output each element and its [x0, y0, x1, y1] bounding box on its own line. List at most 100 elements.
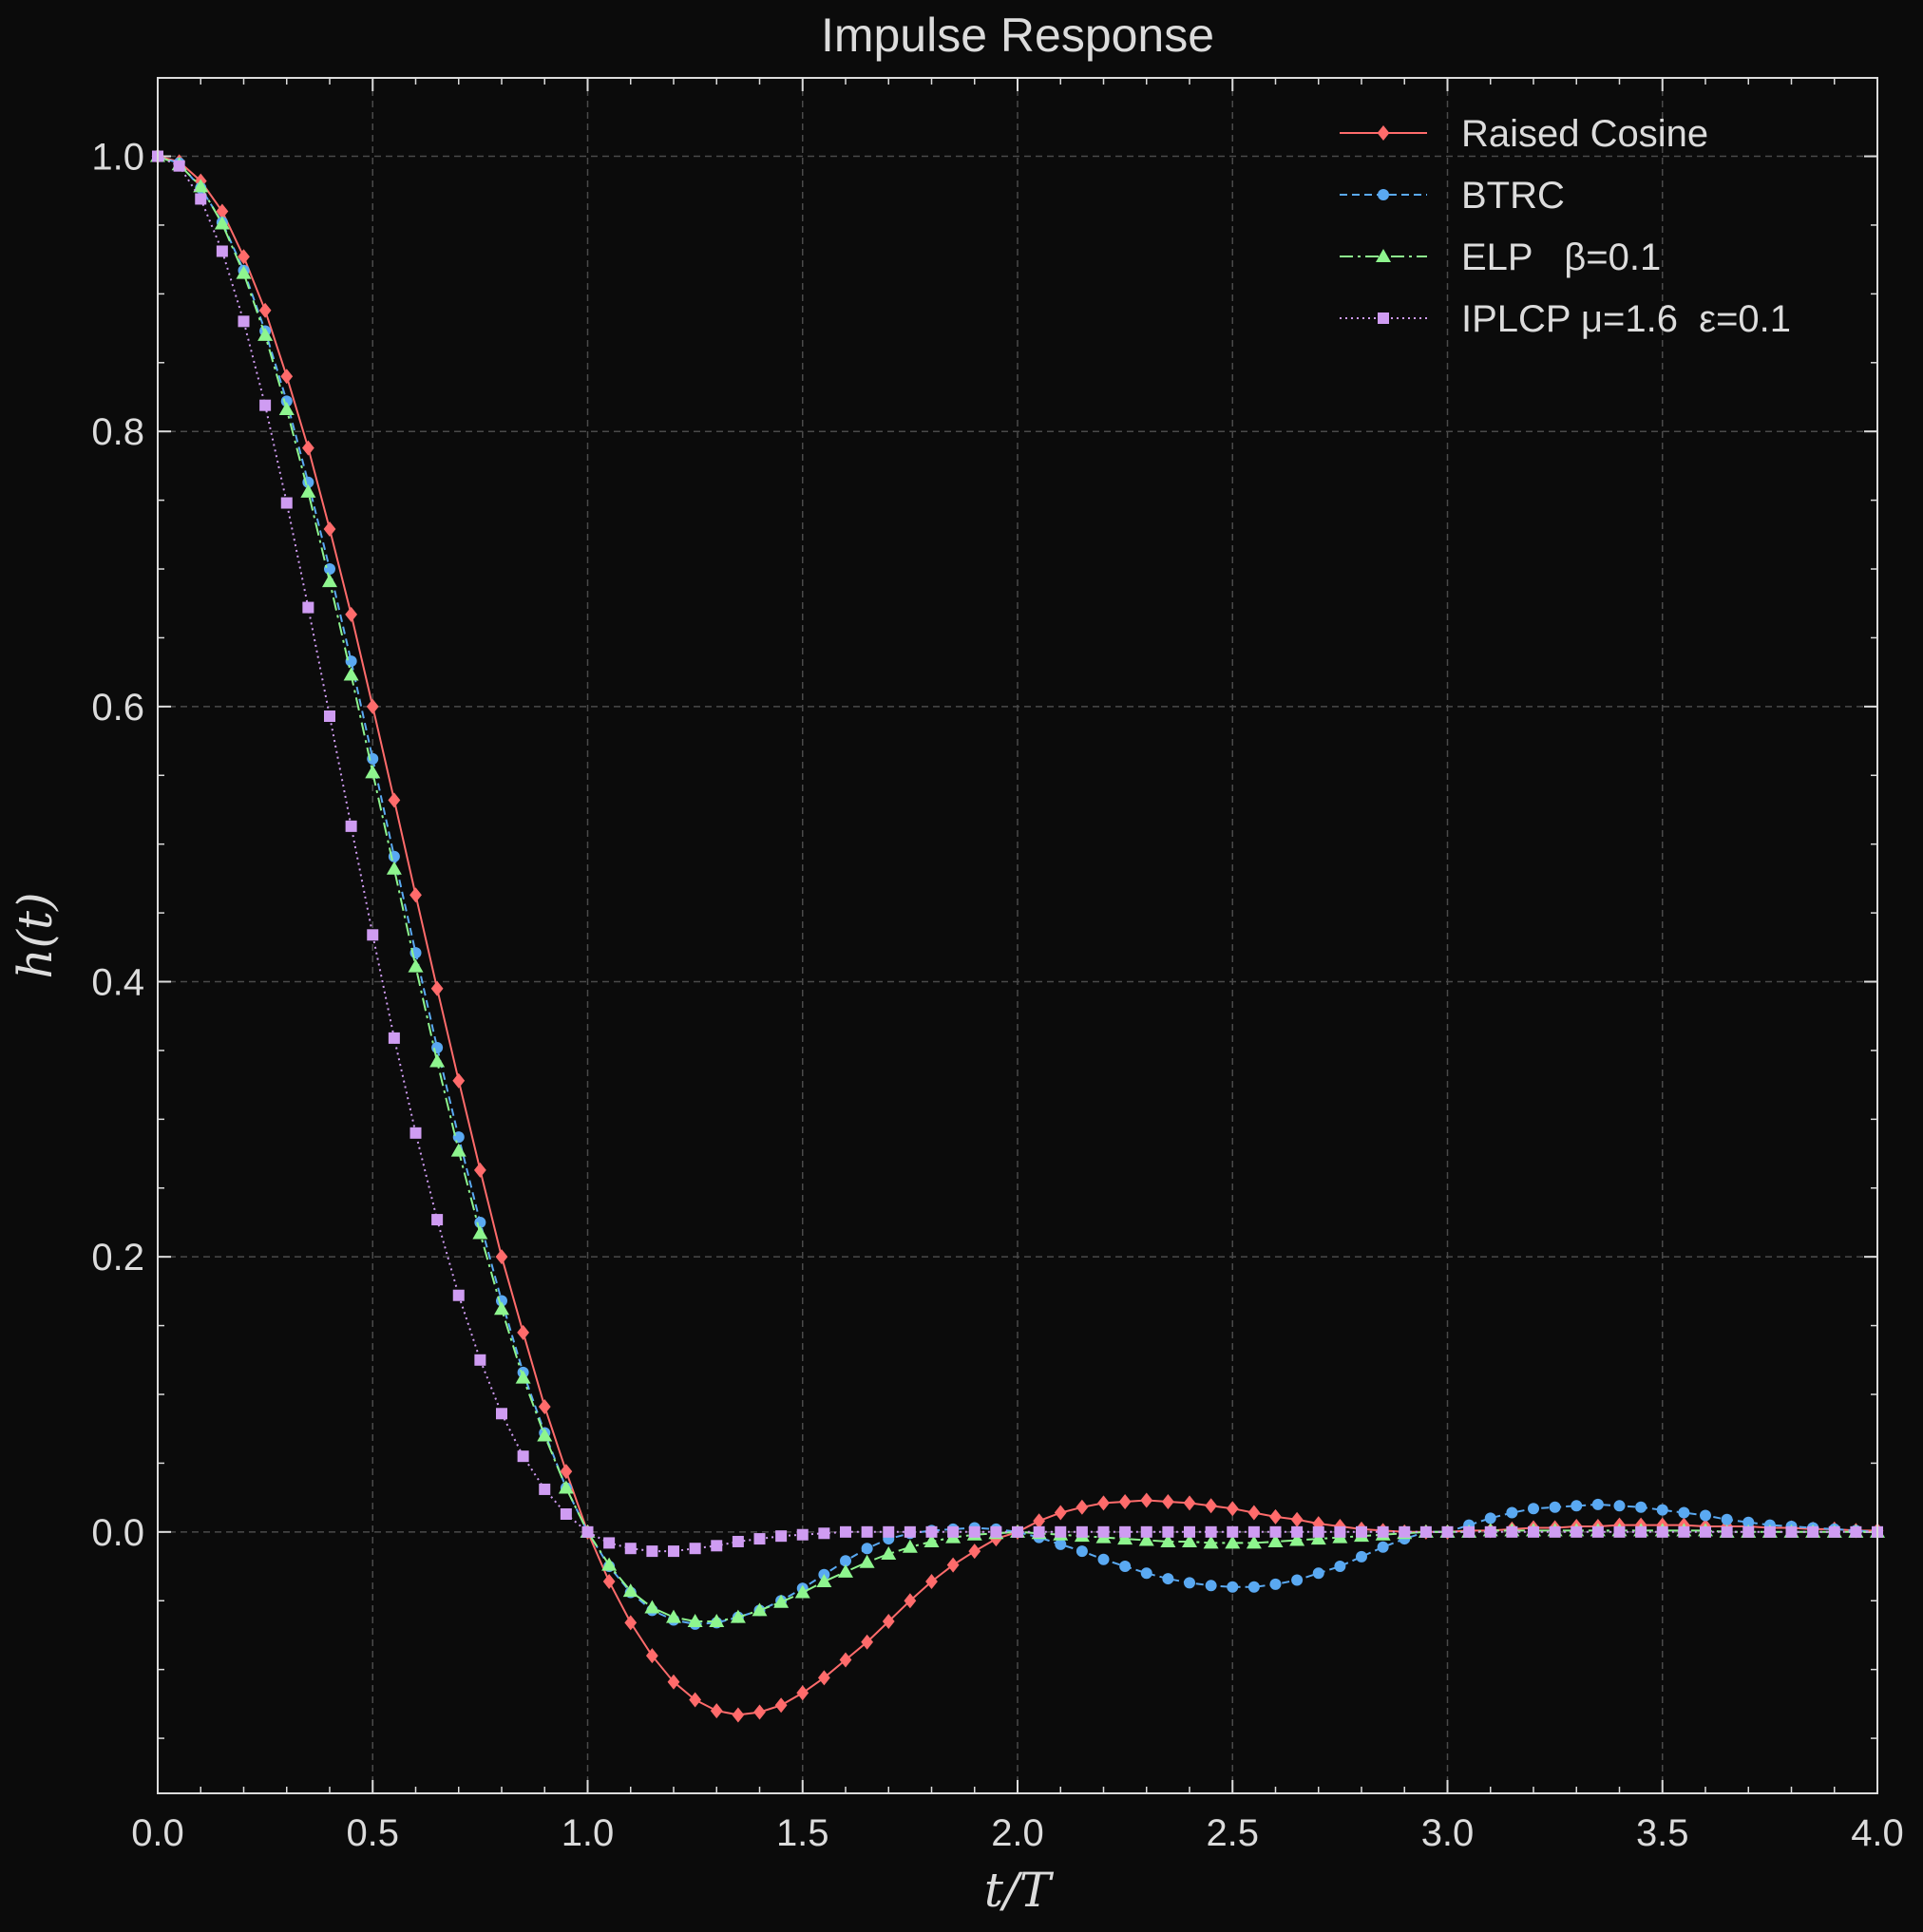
- data-point: [645, 1648, 658, 1664]
- data-point: [646, 1545, 658, 1558]
- legend-label: IPLCP μ=1.6 ε=0.1: [1461, 298, 1791, 340]
- data-point: [1549, 1525, 1561, 1538]
- data-point: [322, 574, 337, 588]
- data-point: [515, 1370, 531, 1384]
- y-tick-label: 0.2: [91, 1237, 144, 1279]
- data-point: [238, 249, 250, 265]
- x-tick-label: 1.0: [562, 1812, 615, 1854]
- data-point: [236, 265, 252, 279]
- data-point: [710, 1703, 723, 1719]
- data-point: [1656, 1525, 1668, 1538]
- data-point: [581, 1525, 594, 1538]
- data-point: [1291, 1574, 1304, 1586]
- y-tick-label: 0.8: [91, 411, 144, 453]
- data-point: [257, 327, 274, 341]
- data-point: [558, 1480, 574, 1494]
- data-point: [861, 1525, 873, 1538]
- data-point: [1506, 1506, 1518, 1519]
- data-point: [431, 1214, 444, 1226]
- data-point: [280, 369, 294, 385]
- data-point: [752, 1602, 768, 1617]
- data-point: [1785, 1525, 1798, 1538]
- legend-label: Raised Cosine: [1461, 113, 1708, 155]
- data-point: [560, 1508, 572, 1520]
- legend-marker: [1376, 249, 1391, 262]
- data-point: [902, 1539, 918, 1553]
- x-tick-label: 0.0: [131, 1812, 184, 1854]
- data-point: [861, 1634, 874, 1650]
- data-point: [452, 1289, 465, 1301]
- data-point: [1763, 1525, 1776, 1538]
- data-point: [666, 1609, 681, 1623]
- data-point: [258, 302, 272, 318]
- data-point: [1033, 1525, 1045, 1538]
- data-point: [1591, 1525, 1604, 1538]
- data-point: [1162, 1573, 1174, 1585]
- data-point: [794, 1584, 810, 1599]
- data-point: [1097, 1553, 1110, 1565]
- data-point: [603, 1537, 616, 1549]
- data-point: [452, 1131, 465, 1144]
- data-point: [1227, 1581, 1239, 1593]
- data-point: [1184, 1577, 1195, 1589]
- legend-marker: [1378, 189, 1389, 200]
- data-point: [1656, 1504, 1668, 1516]
- data-point: [881, 1546, 897, 1560]
- x-tick-label: 3.5: [1636, 1812, 1689, 1854]
- legend: Raised Cosine BTRC ELP β=0.1 IPLCP μ=1.6 ε=…: [1340, 113, 1791, 340]
- data-point: [345, 820, 357, 832]
- data-point: [539, 1483, 551, 1495]
- data-point: [839, 1652, 852, 1668]
- data-point: [1140, 1492, 1153, 1508]
- data-point: [1678, 1525, 1690, 1538]
- data-point: [1247, 1581, 1260, 1593]
- legend-label: ELP β=0.1: [1461, 237, 1661, 278]
- data-point: [1441, 1525, 1454, 1538]
- data-point: [409, 887, 422, 903]
- data-point: [968, 1544, 981, 1560]
- data-point: [687, 1613, 703, 1627]
- data-point: [1140, 1567, 1152, 1580]
- data-point: [1225, 1535, 1241, 1549]
- data-point: [193, 179, 209, 193]
- data-point: [496, 1408, 507, 1420]
- data-point: [1267, 1533, 1284, 1547]
- data-point: [1205, 1580, 1217, 1592]
- data-point: [1635, 1501, 1647, 1513]
- data-point: [280, 497, 293, 509]
- data-point: [883, 1525, 895, 1538]
- x-tick-label: 1.5: [776, 1812, 829, 1854]
- data-point: [1183, 1495, 1196, 1511]
- data-point: [711, 1540, 723, 1552]
- data-point: [1054, 1505, 1067, 1521]
- data-point: [1205, 1498, 1218, 1514]
- data-point: [1312, 1567, 1324, 1580]
- x-tick-label: 2.5: [1206, 1812, 1259, 1854]
- data-point: [644, 1600, 660, 1614]
- data-point: [1377, 1525, 1389, 1538]
- data-point: [774, 1697, 788, 1714]
- data-point: [1484, 1525, 1496, 1538]
- x-tick-label: 2.0: [991, 1812, 1044, 1854]
- data-point: [517, 1324, 530, 1340]
- data-point: [709, 1613, 725, 1627]
- data-point: [345, 606, 358, 622]
- data-point: [904, 1593, 917, 1609]
- data-point: [840, 1525, 851, 1538]
- data-point: [472, 1225, 488, 1240]
- data-point: [280, 395, 293, 407]
- data-point: [1613, 1500, 1626, 1512]
- data-point: [367, 929, 379, 941]
- data-point: [366, 698, 379, 714]
- data-point: [537, 1428, 553, 1442]
- data-point: [1076, 1545, 1088, 1558]
- data-point: [1678, 1506, 1690, 1519]
- data-point: [173, 160, 185, 172]
- data-point: [1119, 1525, 1132, 1538]
- data-point: [517, 1450, 529, 1463]
- data-point: [474, 1354, 486, 1366]
- data-point: [1140, 1525, 1152, 1538]
